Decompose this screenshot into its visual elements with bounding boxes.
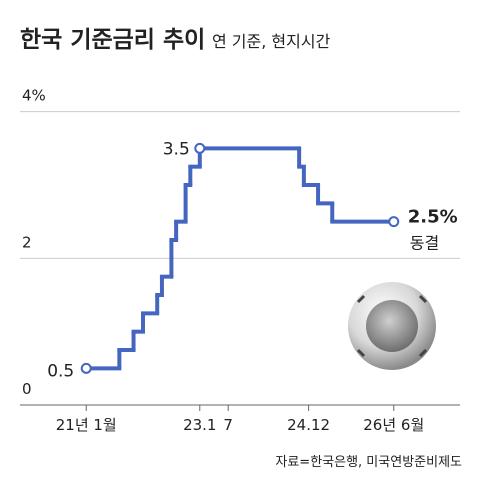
x-tick-label: 24.12 [287, 416, 330, 434]
y-tick-label: 4% [22, 87, 46, 105]
point-marker [194, 142, 206, 154]
annotation: 3.5 [163, 139, 190, 159]
annotation: 0.5 [47, 361, 74, 381]
x-tick-label: 21년 1월 [56, 416, 117, 434]
x-tick-label: 23.1 [183, 416, 216, 434]
annotation: 동결 [410, 234, 439, 253]
chart-subtitle: 연 기준, 현지시간 [212, 32, 331, 51]
point-marker [80, 362, 92, 374]
source: 자료=한국은행, 미국연방준비제도 [275, 454, 462, 470]
emblem [348, 282, 436, 370]
y-tick-label: 0 [22, 380, 32, 398]
point-marker [388, 216, 400, 228]
y-tick-label: 2 [22, 233, 32, 251]
x-tick-label: 26년 6월 [363, 416, 424, 434]
annotation: 2.5% [408, 207, 458, 228]
x-tick-label: 7 [223, 416, 233, 434]
chart-title: 한국 기준금리 추이 [20, 27, 205, 53]
